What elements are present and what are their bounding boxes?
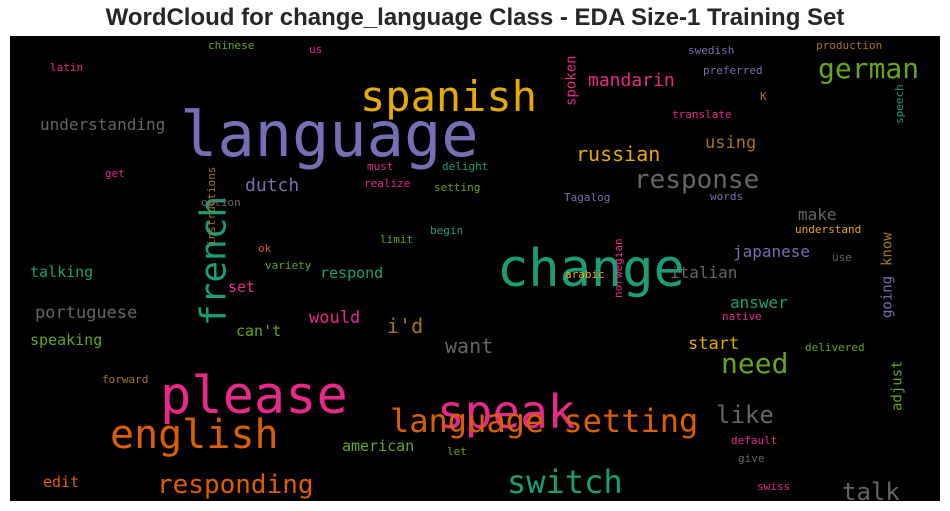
word-german: german (818, 52, 919, 85)
word-must: must (367, 160, 394, 173)
word-understanding: understanding (40, 115, 165, 134)
word-tagalog: Tagalog (564, 191, 610, 204)
word-realize: realize (364, 177, 410, 190)
word-delivered: delivered (805, 341, 865, 354)
word-setting: setting (434, 181, 480, 194)
word-speak: speak (437, 385, 575, 439)
word-adjust: adjust (890, 360, 906, 411)
word-understand: understand (795, 223, 861, 236)
word-mandarin: mandarin (588, 70, 675, 91)
word-option: option (201, 196, 241, 209)
word-would: would (309, 308, 360, 328)
word-limit: limit (380, 233, 413, 246)
word-default: default (731, 434, 777, 447)
word-edit: edit (43, 473, 79, 491)
word-talking: talking (30, 263, 93, 281)
word-please: please (160, 366, 348, 426)
word-make: make (798, 205, 837, 224)
word-words: words (710, 190, 743, 203)
word-cloud: language change please speak spanish english f… (30, 39, 919, 501)
word-like: like (716, 401, 774, 429)
word-native: native (722, 310, 762, 323)
word-cloud-canvas: language change please speak spanish english f… (10, 36, 940, 501)
word-change: change (497, 239, 685, 299)
word-arabic: arabic (565, 268, 605, 281)
word-variety: variety (265, 259, 312, 272)
word-japanese: japanese (733, 242, 810, 261)
word-response: response (634, 165, 759, 195)
chart-title: WordCloud for change_language Class - ED… (105, 4, 845, 31)
word-start: start (688, 334, 739, 354)
word-set: set (228, 278, 255, 296)
word-dutch: dutch (245, 175, 299, 196)
word-spoken: spoken (564, 55, 580, 106)
word-switch: switch (507, 463, 623, 501)
word-talk: talk (842, 478, 900, 501)
word-spanish: spanish (360, 72, 537, 121)
word-american: american (342, 437, 414, 455)
word-can-t: can't (236, 322, 281, 340)
word-begin: begin (430, 224, 463, 237)
word-preferred: preferred (703, 64, 763, 77)
word-answer: answer (730, 293, 788, 312)
word-french: french (194, 196, 235, 326)
word-italian: italian (670, 263, 737, 282)
word-know: know (880, 232, 896, 266)
word-norwegian: norwegian (612, 238, 625, 298)
word-ok: ok (258, 242, 272, 255)
word-language-setting: language setting (390, 402, 698, 440)
word-delight: delight (442, 160, 488, 173)
word-production: production (816, 39, 882, 52)
word-using: using (705, 133, 756, 153)
word-swiss: swiss (757, 480, 790, 493)
word-going: going (880, 276, 896, 318)
word-get: get (105, 167, 125, 180)
word-swedish: swedish (688, 44, 734, 57)
word-respond: respond (320, 264, 383, 282)
word-need: need (721, 347, 788, 380)
word-use: use (832, 251, 852, 264)
word-portuguese: portuguese (35, 303, 137, 323)
word-let: let (447, 445, 467, 458)
word-english: english (110, 412, 279, 458)
word-chinese: chinese (208, 39, 254, 52)
word-translate: translate (672, 108, 732, 121)
word-speaking: speaking (30, 331, 102, 349)
word-responding: responding (157, 470, 314, 500)
word-latin: latin (50, 61, 83, 74)
word-language: language (180, 98, 479, 171)
word-russian: russian (576, 142, 660, 166)
word-instructions: instructions (205, 167, 218, 246)
word-forward: forward (102, 373, 148, 386)
word-want: want (445, 334, 493, 358)
word-us: us (309, 43, 322, 56)
word-i-d: i'd (387, 314, 423, 338)
word-k: K (760, 90, 767, 103)
word-give: give (738, 452, 765, 465)
word-speech: speech (893, 84, 906, 124)
